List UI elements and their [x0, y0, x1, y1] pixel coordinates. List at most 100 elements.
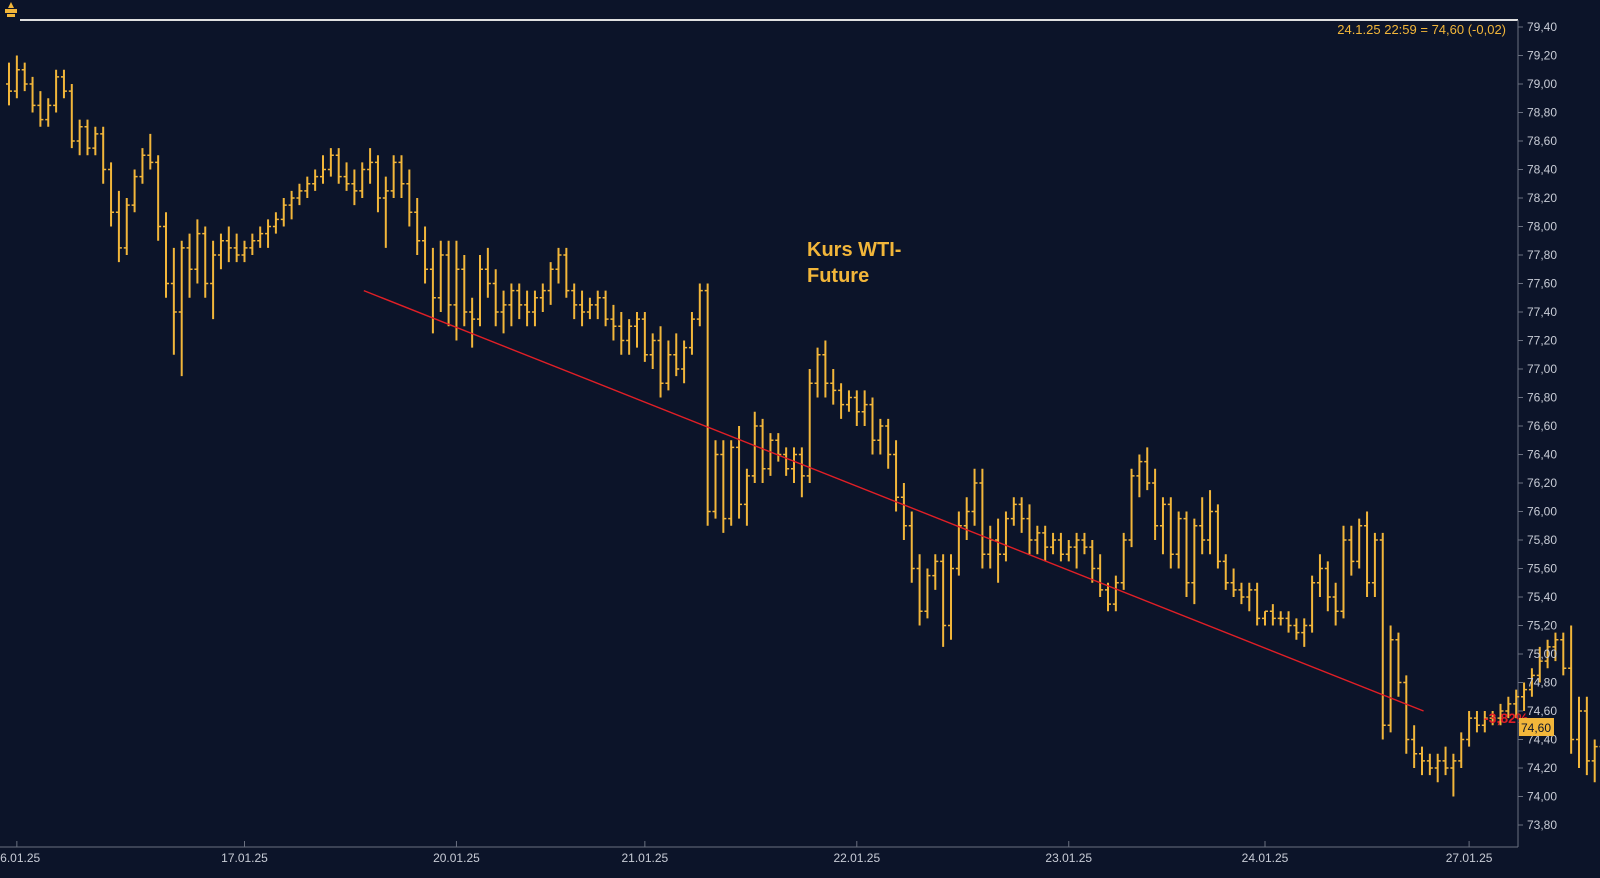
ohlc-bar: [1003, 512, 1009, 562]
ohlc-bar: [1089, 540, 1095, 583]
ohlc-bar: [100, 127, 106, 184]
ohlc-bar: [642, 312, 648, 362]
ohlc-bar: [846, 390, 852, 411]
y-tick-label: 77,20: [1527, 334, 1557, 348]
y-tick-label: 76,20: [1527, 476, 1557, 490]
x-tick-label: 23.01.25: [1045, 851, 1092, 865]
ohlc-bar: [1081, 533, 1087, 554]
ohlc-bar: [775, 433, 781, 462]
ohlc-bar: [901, 483, 907, 540]
ohlc-bar: [336, 148, 342, 184]
ohlc-bar: [1184, 512, 1190, 598]
ohlc-bar: [108, 162, 114, 226]
ohlc-bar: [1207, 490, 1213, 554]
ohlc-bar: [744, 469, 750, 526]
chart-annotation: Kurs WTI-Future: [807, 239, 901, 287]
ohlc-bar: [1262, 611, 1268, 625]
ohlc-bar: [391, 155, 397, 198]
ohlc-bar: [870, 398, 876, 455]
ohlc-bar: [438, 241, 444, 312]
ohlc-bar: [556, 248, 562, 284]
ohlc-bar: [1121, 533, 1127, 590]
ohlc-bar: [877, 419, 883, 455]
ohlc-bar: [194, 219, 200, 283]
y-tick-label: 77,80: [1527, 248, 1557, 262]
ohlc-bar: [1411, 725, 1417, 768]
ohlc-bar: [1231, 569, 1237, 598]
ohlc-bar: [1466, 711, 1472, 747]
ohlc-bar: [414, 198, 420, 255]
ohlc-bar: [1011, 497, 1017, 526]
ohlc-bar: [37, 91, 43, 127]
ohlc-bar: [807, 369, 813, 483]
ohlc-bar: [713, 440, 719, 518]
y-tick-label: 74,80: [1527, 676, 1557, 690]
y-tick-label: 76,00: [1527, 505, 1557, 519]
ohlc-bar: [885, 419, 891, 469]
ohlc-bar: [1403, 675, 1409, 753]
ohlc-bar: [406, 170, 412, 227]
ohlc-bar: [501, 291, 507, 334]
ohlc-bar: [1286, 611, 1292, 632]
annotation-line: Future: [807, 265, 869, 287]
ohlc-bar: [1450, 754, 1456, 797]
ohlc-bar: [155, 155, 161, 241]
ohlc-bar: [862, 390, 868, 426]
ohlc-bar: [995, 519, 1001, 583]
x-tick-label: 20.01.25: [433, 851, 480, 865]
x-tick-label: 16.01.25: [0, 851, 41, 865]
ohlc-bar: [430, 248, 436, 334]
ohlc-bar: [524, 291, 530, 327]
ohlc-bar: [1238, 583, 1244, 604]
ohlc-bar: [508, 284, 514, 327]
y-tick-label: 78,60: [1527, 134, 1557, 148]
ohlc-bar: [979, 469, 985, 569]
y-tick-label: 78,40: [1527, 163, 1557, 177]
ohlc-bar: [1074, 533, 1080, 569]
last-price-label: 74,60: [1521, 721, 1551, 735]
ohlc-bar: [477, 255, 483, 326]
ohlc-bar: [1199, 497, 1205, 554]
ohlc-bar: [924, 569, 930, 619]
ohlc-bar: [799, 447, 805, 497]
ohlc-bar: [1372, 533, 1378, 597]
ohlc-bar: [697, 284, 703, 327]
last-quote-label: 24.1.25 22:59 = 74,60 (-0,02): [1337, 22, 1506, 37]
ohlc-bar: [1348, 526, 1354, 576]
ohlc-bar: [587, 298, 593, 319]
ohlc-bar: [375, 155, 381, 212]
ohlc-bar: [932, 554, 938, 590]
ohlc-bar: [681, 341, 687, 384]
y-tick-label: 74,00: [1527, 790, 1557, 804]
ohlc-bar: [948, 554, 954, 640]
y-tick-label: 79,20: [1527, 49, 1557, 63]
y-tick-label: 75,60: [1527, 562, 1557, 576]
ohlc-bar: [1341, 526, 1347, 619]
ohlc-bar: [940, 554, 946, 647]
ohlc-bar: [1395, 633, 1401, 697]
ohlc-bar: [1364, 512, 1370, 598]
ohlc-bar: [658, 326, 664, 397]
ohlc-bar: [1380, 533, 1386, 740]
ohlc-bar: [650, 333, 656, 369]
ohlc-bar: [351, 170, 357, 206]
y-tick-label: 77,00: [1527, 362, 1557, 376]
ohlc-bar: [579, 291, 585, 327]
ohlc-bar: [603, 291, 609, 327]
y-tick-label: 75,20: [1527, 619, 1557, 633]
ohlc-bar: [760, 419, 766, 483]
ohlc-bar: [909, 512, 915, 583]
y-tick-label: 79,00: [1527, 77, 1557, 91]
ohlc-bar: [304, 177, 310, 198]
ohlc-bar: [249, 234, 255, 255]
ohlc-bar: [171, 248, 177, 355]
ohlc-bar: [14, 56, 20, 99]
ohlc-bar: [234, 234, 240, 263]
ohlc-bar: [783, 447, 789, 476]
ohlc-bar: [61, 70, 67, 99]
ohlc-bar: [838, 383, 844, 419]
ohlc-bar: [1278, 611, 1284, 625]
ohlc-bar: [132, 170, 138, 213]
y-tick-label: 77,60: [1527, 277, 1557, 291]
